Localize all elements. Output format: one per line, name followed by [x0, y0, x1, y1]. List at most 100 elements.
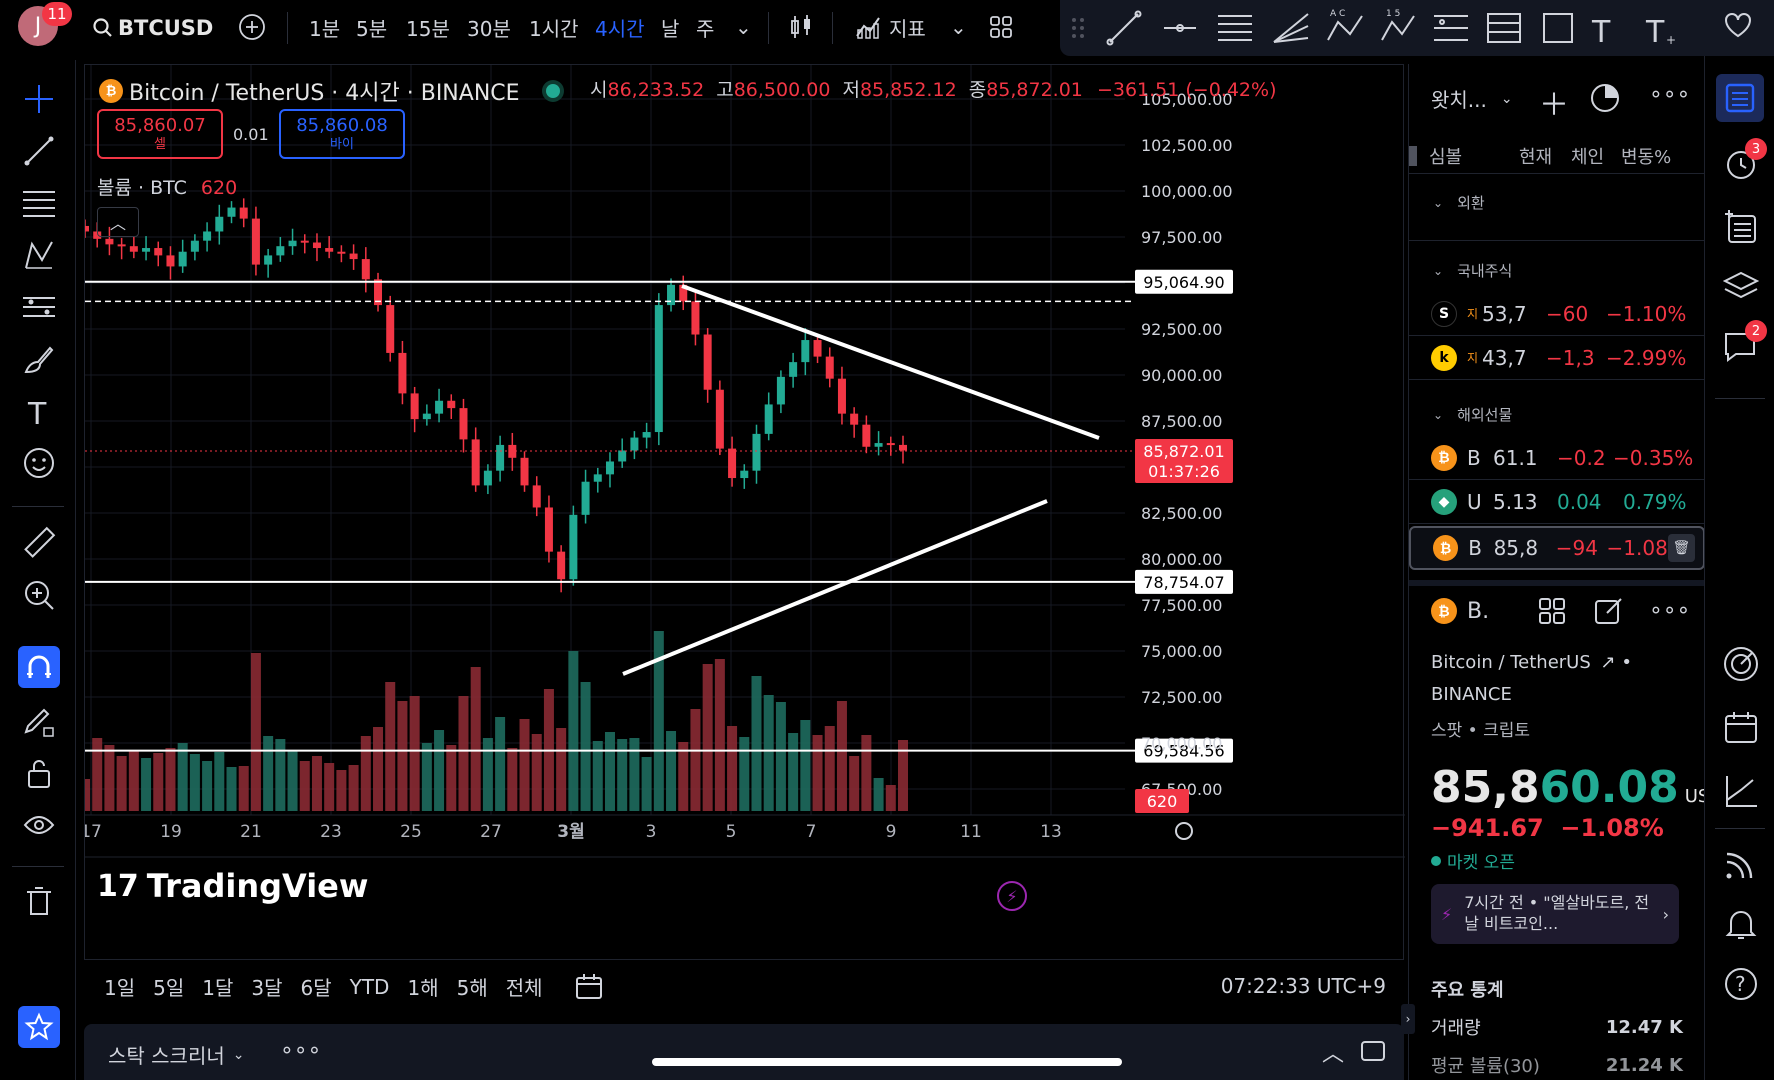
- interval-1h[interactable]: 1시간: [529, 16, 579, 41]
- emoji-tool[interactable]: [18, 442, 60, 484]
- brush-tool[interactable]: [18, 338, 60, 380]
- horizontal-ray-icon[interactable]: [1164, 24, 1196, 32]
- chart-title[interactable]: Bitcoin / TetherUS · 4시간 · BINANCE: [129, 81, 520, 106]
- external-link-icon[interactable]: ↗: [1600, 652, 1616, 673]
- range-item[interactable]: 전체: [505, 976, 543, 1000]
- add-symbol-button[interactable]: ＋: [1539, 88, 1569, 123]
- chat-button[interactable]: 2: [1721, 320, 1767, 366]
- compare-add-button[interactable]: [238, 11, 266, 43]
- alerts-button[interactable]: 3: [1721, 138, 1767, 184]
- notifications-button[interactable]: [1721, 904, 1761, 944]
- measure-tool[interactable]: [18, 522, 60, 564]
- target-button[interactable]: [1721, 644, 1761, 684]
- more-options-icon[interactable]: ∘∘∘: [1649, 598, 1691, 623]
- favorites-tool[interactable]: [18, 1006, 60, 1048]
- upper-trendline[interactable]: [681, 284, 1100, 440]
- time-axis[interactable]: 17 19 21 23 25 27 3월 3 5 7 9 11 13: [85, 814, 1405, 858]
- buy-button[interactable]: 85,860.08 바이: [279, 109, 405, 159]
- gann-box-icon[interactable]: [1487, 13, 1521, 43]
- interval-5m[interactable]: 5분: [356, 16, 388, 41]
- interval-15m[interactable]: 15분: [406, 16, 450, 41]
- price-axis[interactable]: 105,000.00 102,500.00 100,000.00 97,500.00 9…: [1135, 90, 1233, 813]
- crosshair-tool[interactable]: [18, 78, 60, 120]
- interval-30m[interactable]: 30분: [467, 16, 511, 41]
- group-fx[interactable]: ⌄ 외환: [1433, 194, 1485, 212]
- clock-timezone[interactable]: 07:22:33 UTC+9: [1220, 974, 1386, 998]
- hide-drawings-tool[interactable]: [18, 804, 60, 846]
- symbol-search[interactable]: BTCUSD: [92, 12, 213, 44]
- range-item[interactable]: 1달: [202, 976, 234, 1000]
- collapse-panel-toggle[interactable]: ›: [1401, 1004, 1415, 1034]
- lock-drawing-tool[interactable]: [18, 700, 60, 742]
- delete-drawings-tool[interactable]: [18, 880, 60, 922]
- advanced-view-button[interactable]: [1589, 82, 1621, 118]
- trendline-tool-icon[interactable]: [1106, 10, 1142, 46]
- chevron-up-icon[interactable]: ︿: [1321, 1042, 1344, 1067]
- notes-button[interactable]: [1593, 596, 1623, 630]
- rectangle-tool-icon[interactable]: [1543, 13, 1573, 43]
- range-item[interactable]: YTD: [349, 974, 390, 999]
- interval-day[interactable]: 날: [661, 16, 680, 41]
- range-item[interactable]: 3달: [251, 976, 283, 1000]
- lower-trendline[interactable]: [622, 499, 1048, 676]
- trash-icon[interactable]: 🗑: [1667, 534, 1696, 562]
- watchlist-row[interactable]: ◆ U 5.13 0.04 0.79%: [1409, 480, 1705, 524]
- indicators-button[interactable]: 지표: [855, 11, 926, 43]
- sell-button[interactable]: 85,860.07 셀: [97, 109, 223, 159]
- fib-retracement-icon[interactable]: [1434, 15, 1468, 41]
- symbol-fullname[interactable]: Bitcoin / TetherUS ↗ •: [1431, 652, 1632, 673]
- magnet-tool[interactable]: [18, 646, 60, 688]
- line-tool[interactable]: [18, 130, 60, 172]
- pattern-tool[interactable]: [18, 234, 60, 276]
- screener-tab[interactable]: 스탁 스크리너 ⌄: [108, 1044, 245, 1068]
- lightning-event-icon[interactable]: ⚡: [997, 881, 1027, 911]
- strategy-button[interactable]: [1721, 772, 1761, 812]
- parallel-channel-icon[interactable]: [1218, 15, 1252, 41]
- horizontal-levels[interactable]: 95,064.90 78,754.07 69,584.56: [85, 269, 1233, 763]
- interval-1m[interactable]: 1분: [309, 16, 341, 41]
- collapse-legend-button[interactable]: ︿: [97, 207, 139, 237]
- group-overseas-futures[interactable]: ⌄ 해외선물: [1433, 406, 1513, 424]
- layers-button[interactable]: [1721, 266, 1761, 306]
- more-options-icon[interactable]: ∘∘∘: [1649, 82, 1691, 107]
- indicators-dropdown[interactable]: ⌄: [950, 11, 967, 43]
- watchlist-row-selected[interactable]: ₿ B 85,8 −94 −1.08 🗑: [1409, 526, 1705, 570]
- calendar-button[interactable]: [1721, 708, 1761, 748]
- lock-all-tool[interactable]: [18, 752, 60, 794]
- watchlist-button[interactable]: [1716, 74, 1764, 122]
- range-item[interactable]: 6달: [300, 976, 332, 1000]
- maximize-panel-icon[interactable]: [1360, 1038, 1386, 1068]
- layout-grid-button[interactable]: [1537, 596, 1567, 630]
- range-item[interactable]: 1해: [407, 976, 439, 1000]
- interval-week[interactable]: 주: [696, 16, 715, 41]
- interval-4h[interactable]: 4시간: [595, 16, 645, 41]
- text-note-tool-icon[interactable]: T +: [1645, 15, 1676, 50]
- channel-tool[interactable]: [18, 182, 60, 224]
- watchlist-row[interactable]: S 지 53,7 −60 −1.10%: [1409, 292, 1705, 336]
- text-tool-icon[interactable]: T: [1591, 15, 1611, 50]
- watchlist-selector[interactable]: 왓치... ⌄: [1431, 88, 1513, 112]
- drag-handle-icon[interactable]: [1072, 18, 1084, 38]
- more-options-icon[interactable]: ∘∘∘: [280, 1038, 322, 1063]
- layouts-button[interactable]: [988, 11, 1014, 43]
- elliott-wave-icon[interactable]: 1 5: [1381, 9, 1415, 41]
- interval-dropdown-button[interactable]: ⌄: [735, 11, 752, 43]
- watchlist-row[interactable]: k 지 43,7 −1,3 −2.99%: [1409, 336, 1705, 380]
- group-kr-stocks[interactable]: ⌄ 국내주식: [1433, 262, 1513, 280]
- live-stream-button[interactable]: [1721, 844, 1761, 884]
- fib-fan-icon[interactable]: [1273, 13, 1309, 43]
- range-item[interactable]: 1일: [104, 976, 136, 1000]
- panel-divider[interactable]: [1409, 580, 1705, 586]
- text-tool[interactable]: T: [18, 390, 60, 432]
- settings-icon[interactable]: [1175, 822, 1193, 840]
- abcd-pattern-icon[interactable]: A C: [1327, 9, 1363, 41]
- chart-pane[interactable]: 95,064.90 78,754.07 69,584.56 105,000.00 10…: [84, 64, 1405, 961]
- range-item[interactable]: 5일: [153, 976, 185, 1000]
- chart-type-button[interactable]: [788, 11, 814, 43]
- watchlist-row[interactable]: ₿ B 61.1 −0.2 −0.35%: [1409, 436, 1705, 480]
- news-card[interactable]: ⚡ 7시간 전 • "엘살바도르, 전날 비트코인... ›: [1431, 884, 1679, 944]
- triangle-trendlines[interactable]: [622, 284, 1100, 676]
- zoom-tool[interactable]: [18, 574, 60, 616]
- object-tree-button[interactable]: [1721, 206, 1761, 246]
